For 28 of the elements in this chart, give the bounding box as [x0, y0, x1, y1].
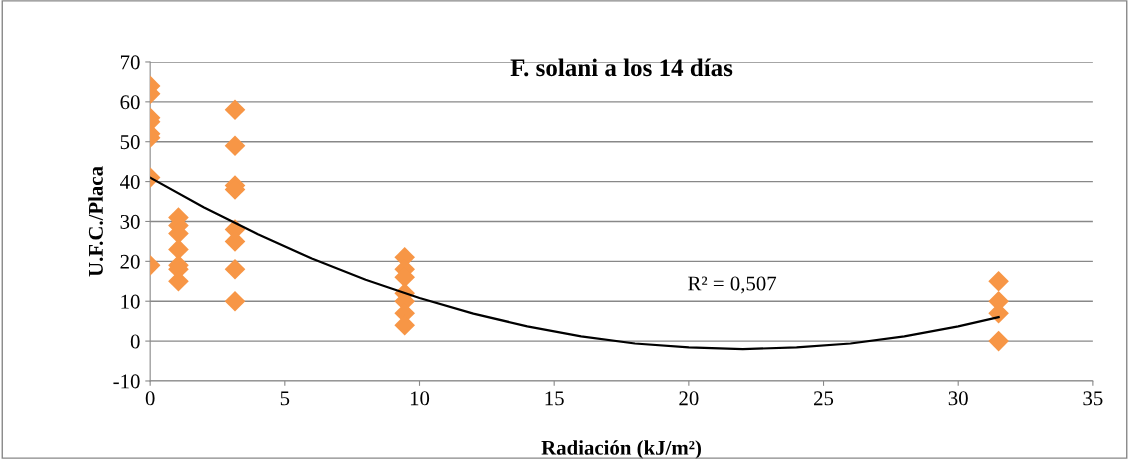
y-tick-label: 60 [120, 95, 140, 110]
x-tick-label: 35 [1083, 391, 1103, 406]
annotation: R² = 0,507 [688, 276, 777, 294]
x-tick-label: 0 [145, 391, 155, 406]
x-tick-label: 25 [814, 391, 834, 406]
y-tick-label: 40 [120, 174, 140, 190]
x-tick-label: 10 [410, 391, 430, 406]
y-tick-label: 0 [130, 334, 140, 349]
x-tick-label: 30 [948, 391, 968, 406]
point [168, 239, 189, 260]
y-tick-label: 70 [120, 55, 140, 70]
x-tick-label: 15 [545, 391, 564, 406]
y-tick-label: 10 [121, 294, 140, 309]
point [224, 259, 246, 280]
point [988, 330, 1009, 352]
chart-title: F. solani a los 14 días [510, 58, 733, 77]
y-axis-title: U.F.C./Placa [88, 166, 103, 277]
x-axis-title: Radiación (kJ/m²) [541, 440, 701, 459]
point [224, 290, 246, 312]
point [988, 270, 1009, 292]
y-tick-label: 20 [120, 254, 140, 269]
x-tick-label: 20 [679, 391, 699, 406]
point [224, 135, 246, 156]
point [224, 99, 246, 121]
y-tick-label: -10 [113, 374, 140, 389]
y-tick-label: 30 [120, 214, 140, 229]
x-tick-label: 5 [280, 391, 290, 406]
y-tick-label: 50 [120, 135, 140, 150]
